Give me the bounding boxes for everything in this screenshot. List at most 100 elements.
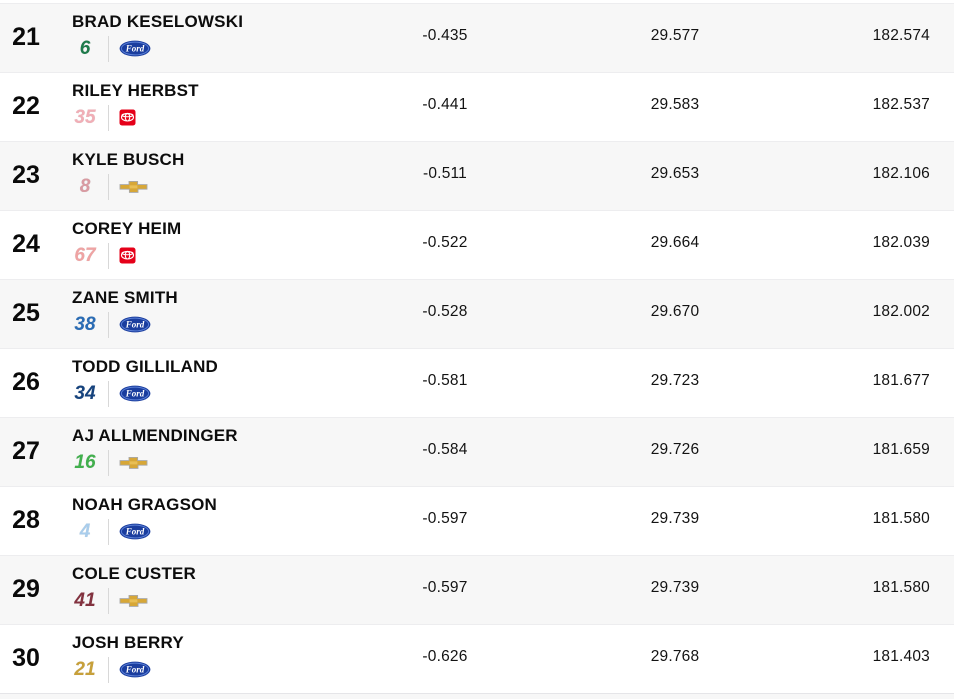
rows-container: 21 BRAD KESELOWSKI 6 Ford -0.435 29.577 … xyxy=(0,3,954,693)
ford-logo-icon: Ford xyxy=(119,661,151,678)
divider xyxy=(108,380,109,407)
table-row[interactable]: 23 KYLE BUSCH 8 -0.511 29.653 182.106 xyxy=(0,141,954,210)
driver-meta: 67 xyxy=(72,242,380,269)
toyota-logo-icon xyxy=(119,109,136,126)
table-row[interactable]: 22 RILEY HERBST 35 -0.441 29.583 xyxy=(0,72,954,141)
divider xyxy=(108,311,109,338)
speed-value: 181.403 xyxy=(872,648,930,665)
driver-cell: RILEY HERBST 35 xyxy=(64,73,380,141)
position-number: 25 xyxy=(12,298,40,327)
ford-logo-icon: Ford xyxy=(119,40,151,57)
delta-value: -0.626 xyxy=(422,648,468,665)
driver-name: JOSH BERRY xyxy=(72,633,184,652)
divider xyxy=(108,242,109,269)
svg-text:Ford: Ford xyxy=(125,665,145,675)
position-number: 30 xyxy=(12,643,40,672)
driver-cell: BRAD KESELOWSKI 6 Ford xyxy=(64,4,380,72)
speed-value: 182.039 xyxy=(872,234,930,251)
table-row[interactable]: 27 AJ ALLMENDINGER 16 -0.584 29.726 181.… xyxy=(0,417,954,486)
driver-cell: ZANE SMITH 38 Ford xyxy=(64,280,380,348)
speed-value: 181.659 xyxy=(872,441,930,458)
position-number: 21 xyxy=(12,22,40,51)
lap-time-value: 29.577 xyxy=(650,27,700,44)
car-number: 4 xyxy=(79,521,91,543)
svg-text:Ford: Ford xyxy=(125,44,145,54)
ford-logo-icon: Ford xyxy=(119,523,151,540)
position-number: 24 xyxy=(12,229,40,258)
car-number: 34 xyxy=(74,383,96,405)
driver-cell: KYLE BUSCH 8 xyxy=(64,142,380,210)
divider xyxy=(108,518,109,545)
table-row[interactable]: 21 BRAD KESELOWSKI 6 Ford -0.435 29.577 … xyxy=(0,3,954,72)
driver-meta: 16 xyxy=(72,449,380,476)
driver-meta: 41 xyxy=(72,587,380,614)
driver-meta: 38 Ford xyxy=(72,311,380,338)
chevrolet-logo-icon xyxy=(119,180,148,194)
position-number: 28 xyxy=(12,505,40,534)
lap-time-value: 29.768 xyxy=(650,648,700,665)
position-number: 23 xyxy=(12,160,40,189)
driver-meta: 35 xyxy=(72,104,380,131)
driver-name: BRAD KESELOWSKI xyxy=(72,12,244,31)
driver-name: KYLE BUSCH xyxy=(72,150,185,169)
position-number: 27 xyxy=(12,436,40,465)
position-number: 22 xyxy=(12,91,40,120)
delta-value: -0.522 xyxy=(422,234,468,251)
divider xyxy=(108,449,109,476)
delta-value: -0.528 xyxy=(422,303,468,320)
table-row[interactable]: 29 COLE CUSTER 41 -0.597 29.739 181.580 xyxy=(0,555,954,624)
toyota-logo-icon xyxy=(119,247,136,264)
lap-time-value: 29.653 xyxy=(650,165,700,182)
divider xyxy=(108,656,109,683)
next-row-edge xyxy=(0,693,954,699)
divider xyxy=(108,587,109,614)
table-row[interactable]: 30 JOSH BERRY 21 Ford -0.626 29.768 181.… xyxy=(0,624,954,693)
driver-name: ZANE SMITH xyxy=(72,288,178,307)
speed-value: 181.677 xyxy=(872,372,930,389)
lap-time-value: 29.739 xyxy=(650,579,700,596)
driver-name: NOAH GRAGSON xyxy=(72,495,218,514)
position-number: 26 xyxy=(12,367,40,396)
speed-value: 181.580 xyxy=(872,510,930,527)
lap-time-value: 29.670 xyxy=(650,303,700,320)
car-number: 8 xyxy=(79,176,91,198)
driver-meta: 21 Ford xyxy=(72,656,380,683)
table-row[interactable]: 26 TODD GILLILAND 34 Ford -0.581 29.723 … xyxy=(0,348,954,417)
delta-value: -0.597 xyxy=(422,579,468,596)
delta-value: -0.435 xyxy=(422,27,468,44)
driver-cell: COLE CUSTER 41 xyxy=(64,556,380,624)
lap-time-value: 29.739 xyxy=(650,510,700,527)
ford-logo-icon: Ford xyxy=(119,385,151,402)
speed-value: 182.106 xyxy=(872,165,930,182)
lap-time-value: 29.723 xyxy=(650,372,700,389)
ford-logo-icon: Ford xyxy=(119,316,151,333)
delta-value: -0.511 xyxy=(423,165,467,182)
chevrolet-logo-icon xyxy=(119,594,148,608)
driver-name: COLE CUSTER xyxy=(72,564,197,583)
driver-cell: NOAH GRAGSON 4 Ford xyxy=(64,487,380,555)
car-number: 21 xyxy=(74,659,96,681)
table-row[interactable]: 25 ZANE SMITH 38 Ford -0.528 29.670 182.… xyxy=(0,279,954,348)
car-number: 67 xyxy=(74,245,96,267)
delta-value: -0.584 xyxy=(422,441,468,458)
lap-time-value: 29.583 xyxy=(650,96,700,113)
driver-meta: 6 Ford xyxy=(72,35,380,62)
delta-value: -0.441 xyxy=(422,96,468,113)
svg-text:Ford: Ford xyxy=(125,320,145,330)
table-row[interactable]: 24 COREY HEIM 67 -0.522 29.664 xyxy=(0,210,954,279)
position-number: 29 xyxy=(12,574,40,603)
car-number: 6 xyxy=(79,38,91,60)
speed-value: 182.002 xyxy=(872,303,930,320)
speed-value: 182.574 xyxy=(872,27,930,44)
car-number: 35 xyxy=(74,107,96,129)
lap-time-value: 29.726 xyxy=(650,441,700,458)
table-row[interactable]: 28 NOAH GRAGSON 4 Ford -0.597 29.739 181… xyxy=(0,486,954,555)
driver-meta: 34 Ford xyxy=(72,380,380,407)
lap-time-value: 29.664 xyxy=(650,234,700,251)
driver-meta: 4 Ford xyxy=(72,518,380,545)
svg-text:Ford: Ford xyxy=(125,389,145,399)
car-number: 41 xyxy=(74,590,96,612)
divider xyxy=(108,104,109,131)
driver-cell: AJ ALLMENDINGER 16 xyxy=(64,418,380,486)
